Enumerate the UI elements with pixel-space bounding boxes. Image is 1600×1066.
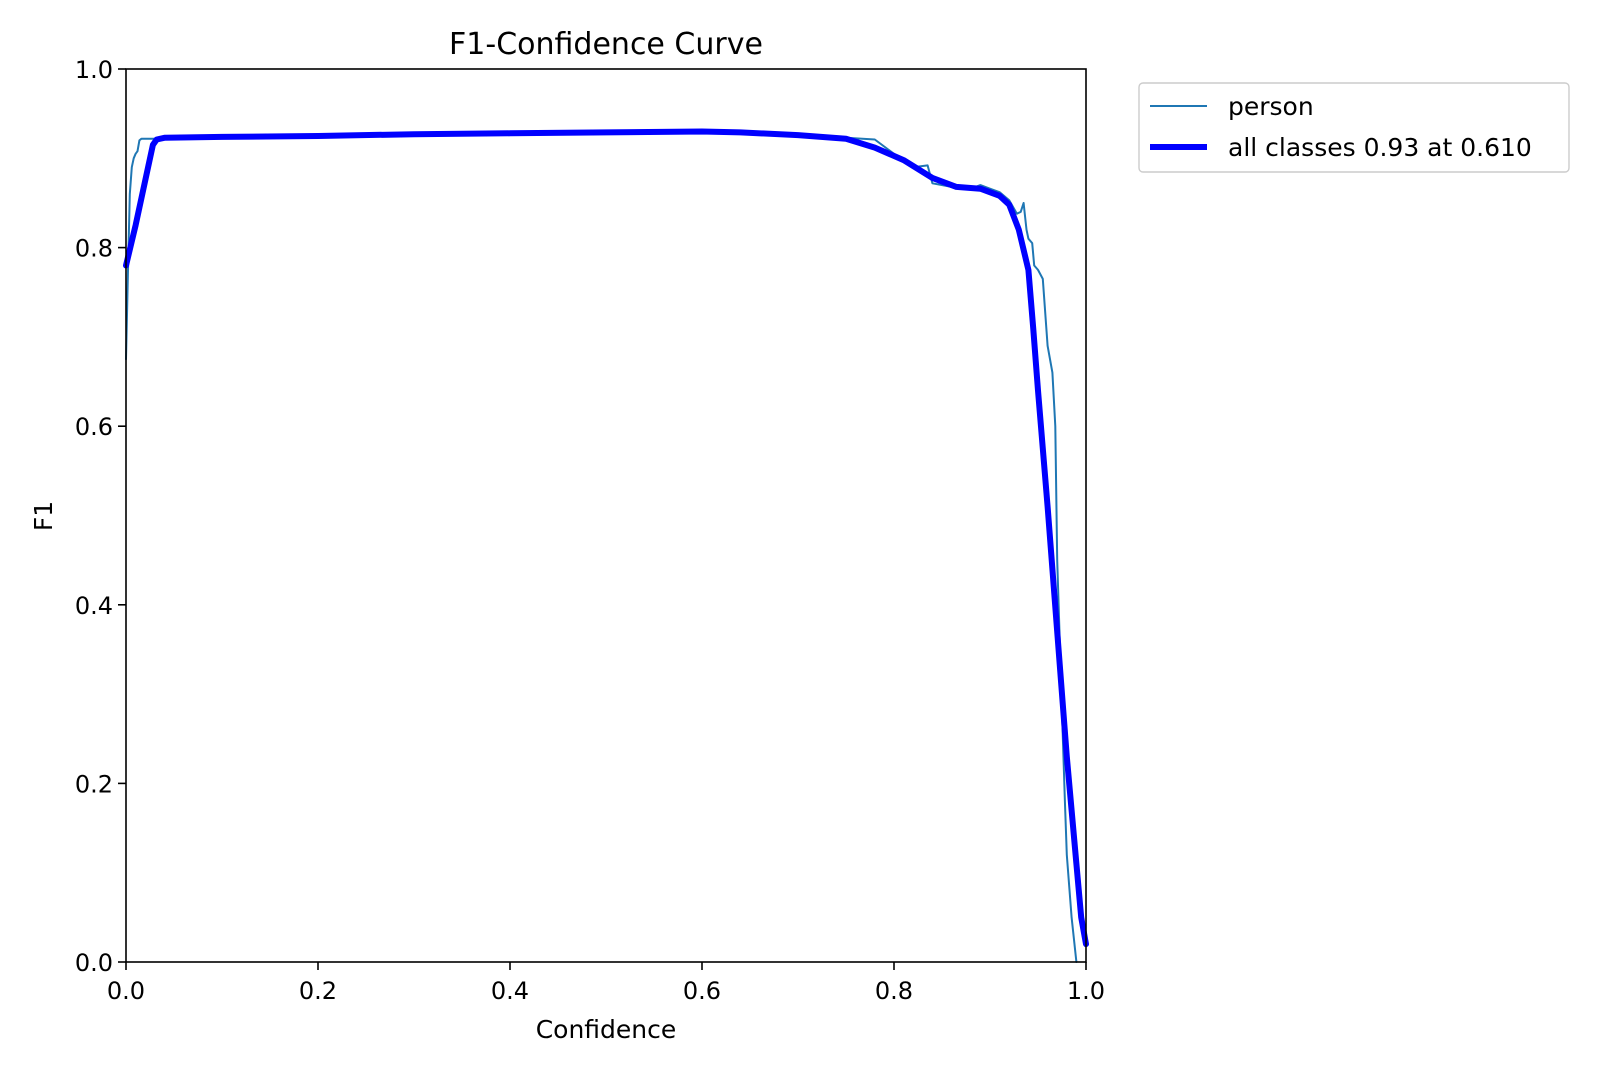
x-tick-label: 0.4 xyxy=(491,977,529,1005)
plot-area xyxy=(123,128,1089,963)
series-line-all-classes xyxy=(123,128,1089,948)
x-axis: 0.0 0.2 0.4 0.6 0.8 1.0 xyxy=(107,962,1105,1005)
y-tick-label: 0.0 xyxy=(75,949,113,977)
y-tick-label: 0.2 xyxy=(75,770,113,798)
y-axis-label: F1 xyxy=(29,501,58,531)
x-axis-label: Confidence xyxy=(536,1015,677,1044)
y-tick-label: 0.4 xyxy=(75,592,113,620)
x-tick-label: 0.6 xyxy=(683,977,721,1005)
x-tick-label: 1.0 xyxy=(1067,977,1105,1005)
x-tick-label: 0.2 xyxy=(299,977,337,1005)
y-tick-label: 1.0 xyxy=(75,56,113,84)
legend: person all classes 0.93 at 0.610 xyxy=(1138,82,1570,173)
y-tick-label: 0.8 xyxy=(75,235,113,263)
y-tick-label: 0.6 xyxy=(75,413,113,441)
legend-label-person: person xyxy=(1228,92,1314,121)
x-tick-label: 0.0 xyxy=(107,977,145,1005)
legend-box xyxy=(1138,82,1570,173)
x-tick-label: 0.8 xyxy=(875,977,913,1005)
plot-frame xyxy=(125,68,1087,963)
y-axis: 0.0 0.2 0.4 0.6 0.8 1.0 xyxy=(75,56,126,977)
chart-title: F1-Confidence Curve xyxy=(449,27,763,62)
legend-label-all-classes: all classes 0.93 at 0.610 xyxy=(1228,133,1532,162)
